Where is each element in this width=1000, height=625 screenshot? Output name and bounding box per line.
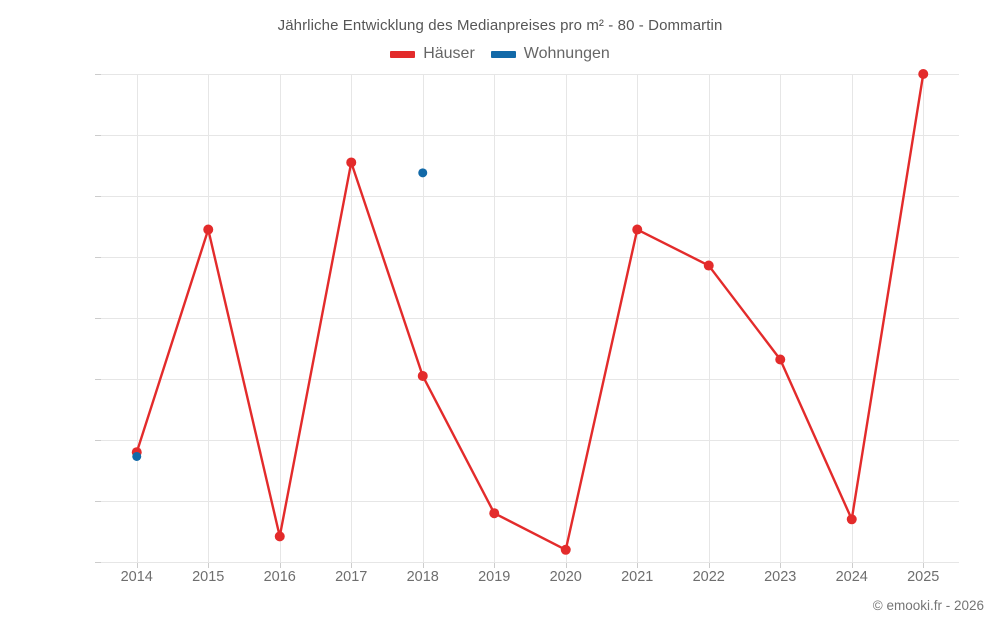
grid-line-vertical bbox=[851, 74, 853, 562]
grid-line-vertical bbox=[494, 74, 496, 562]
data-point[interactable] bbox=[846, 514, 857, 525]
data-point[interactable] bbox=[918, 69, 929, 79]
legend-label-haeuser: Häuser bbox=[423, 45, 475, 62]
grid-line-vertical bbox=[565, 74, 567, 562]
y-axis-tick bbox=[95, 74, 101, 75]
grid-line-vertical bbox=[637, 74, 639, 562]
x-axis-tick bbox=[136, 562, 138, 568]
grid-line-vertical bbox=[279, 74, 281, 562]
x-axis-tick bbox=[208, 562, 210, 568]
y-axis-tick bbox=[95, 318, 101, 319]
grid-line-vertical bbox=[780, 74, 782, 562]
data-point[interactable] bbox=[560, 544, 571, 555]
grid-line-horizontal bbox=[101, 318, 959, 319]
x-axis-tick-label: 2017 bbox=[335, 569, 368, 585]
x-axis-tick bbox=[708, 562, 710, 568]
y-axis-tick bbox=[95, 379, 101, 380]
x-axis-tick-label: 2018 bbox=[406, 569, 439, 585]
y-axis-tick bbox=[95, 501, 101, 502]
y-axis-tick bbox=[95, 196, 101, 197]
grid-line-horizontal bbox=[101, 135, 959, 136]
x-axis-tick bbox=[279, 562, 281, 568]
data-point[interactable] bbox=[703, 260, 714, 271]
x-axis-tick-label: 2016 bbox=[263, 569, 296, 585]
series-layer bbox=[131, 69, 929, 555]
data-point[interactable] bbox=[132, 451, 142, 461]
legend-swatch-haeuser bbox=[390, 50, 416, 58]
data-point[interactable] bbox=[203, 224, 214, 235]
x-axis-tick bbox=[851, 562, 853, 568]
grid-line-vertical bbox=[708, 74, 710, 562]
data-point[interactable] bbox=[632, 224, 643, 235]
x-axis-tick bbox=[923, 562, 925, 568]
grid-line-horizontal bbox=[101, 257, 959, 258]
chart-legend: Häuser Wohnungen bbox=[0, 45, 1000, 63]
x-axis-tick-label: 2020 bbox=[549, 569, 582, 585]
x-axis-tick bbox=[494, 562, 496, 568]
grid-line-horizontal bbox=[101, 74, 959, 75]
y-axis-tick bbox=[95, 440, 101, 441]
x-axis-tick-label: 2023 bbox=[764, 569, 797, 585]
grid-line-vertical bbox=[136, 74, 138, 562]
x-axis-tick-label: 2025 bbox=[907, 569, 940, 585]
grid-line-vertical bbox=[422, 74, 424, 562]
series-line bbox=[135, 73, 925, 551]
y-axis-tick bbox=[95, 257, 101, 258]
y-axis-tick bbox=[95, 135, 101, 136]
grid-line-vertical bbox=[208, 74, 210, 562]
x-axis-tick-label: 2015 bbox=[192, 569, 225, 585]
y-axis-tick bbox=[95, 562, 101, 563]
grid-line-horizontal bbox=[101, 196, 959, 197]
legend-swatch-wohnungen bbox=[490, 50, 516, 58]
data-point[interactable] bbox=[489, 508, 500, 519]
data-point[interactable] bbox=[417, 370, 428, 381]
x-axis-tick bbox=[780, 562, 782, 568]
plot-area bbox=[101, 69, 959, 563]
x-axis-tick bbox=[565, 562, 567, 568]
x-axis-tick-label: 2021 bbox=[621, 569, 654, 585]
grid-line-horizontal bbox=[101, 562, 959, 563]
data-point[interactable] bbox=[418, 168, 428, 178]
data-point[interactable] bbox=[775, 354, 786, 365]
grid-line-horizontal bbox=[101, 440, 959, 441]
x-axis-tick-label: 2014 bbox=[120, 569, 153, 585]
x-axis-tick-label: 2024 bbox=[835, 569, 868, 585]
x-axis-tick bbox=[422, 562, 424, 568]
legend-item-wohnungen[interactable]: Wohnungen bbox=[490, 45, 610, 63]
grid-line-vertical bbox=[923, 74, 925, 562]
data-point[interactable] bbox=[274, 531, 285, 542]
chart-title: Jährliche Entwicklung des Medianpreises … bbox=[277, 17, 723, 34]
grid-line-horizontal bbox=[101, 379, 959, 380]
grid-line-horizontal bbox=[101, 501, 959, 502]
x-axis-tick bbox=[351, 562, 353, 568]
x-axis-tick-label: 2022 bbox=[692, 569, 725, 585]
x-axis-tick-label: 2019 bbox=[478, 569, 511, 585]
footer-copyright: © emooki.fr - 2026 bbox=[872, 598, 984, 613]
x-axis-tick bbox=[637, 562, 639, 568]
grid-line-vertical bbox=[351, 74, 353, 562]
legend-label-wohnungen: Wohnungen bbox=[523, 45, 610, 62]
legend-item-haeuser[interactable]: Häuser bbox=[390, 45, 475, 63]
data-point[interactable] bbox=[346, 157, 357, 168]
